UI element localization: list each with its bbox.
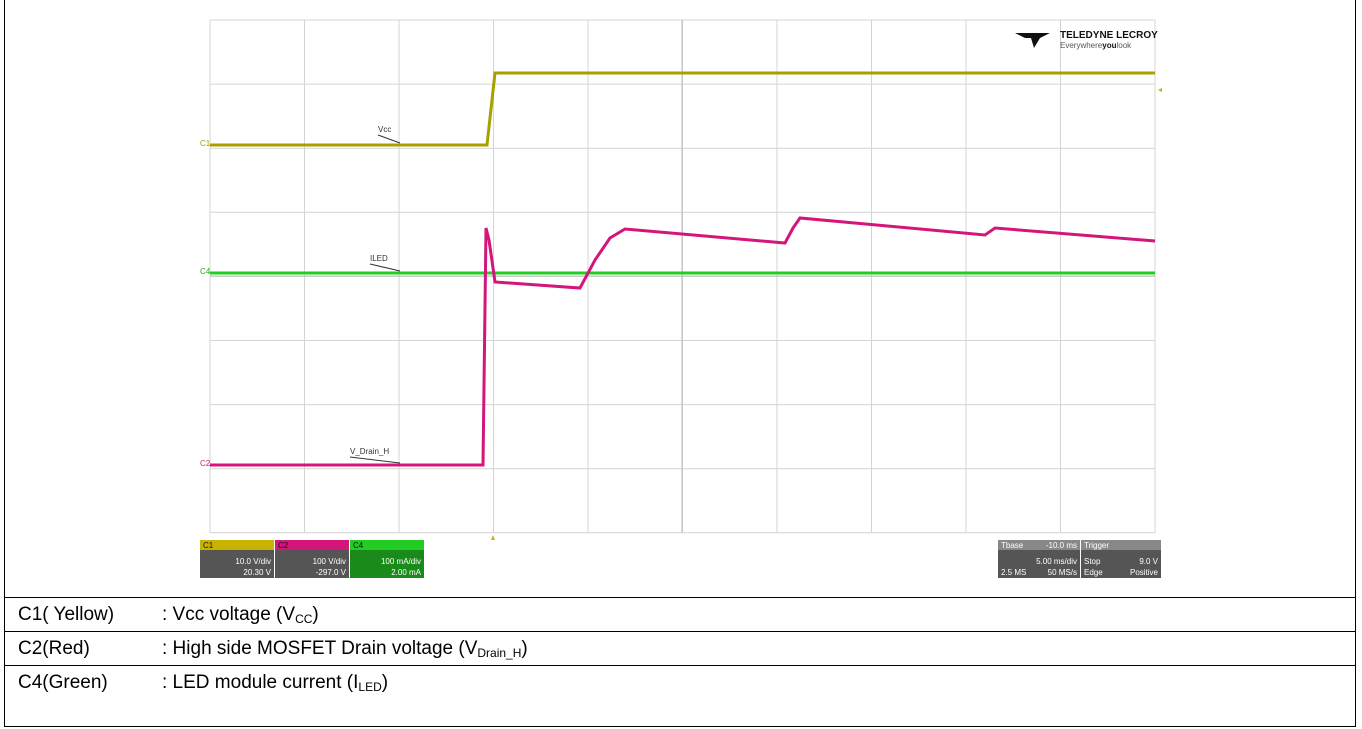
vcc-label: Vcc	[378, 125, 391, 134]
channel-badges: C1 10.0 V/div 20.30 V C2 100 V/div -297.0 V C4…	[200, 540, 424, 578]
channel-offset: 2.00 mA	[391, 568, 421, 577]
legend-description: : High side MOSFET Drain voltage (VDrain…	[162, 632, 528, 670]
iled-label: ILED	[370, 254, 388, 263]
channel-offset: -297.0 V	[316, 568, 347, 577]
c1-label: C1	[200, 139, 211, 148]
logo-mark	[1015, 33, 1050, 48]
trigger-level: 9.0 V	[1139, 557, 1158, 566]
vcc-pointer	[377, 134, 401, 144]
timebase-box: Tbase -10.0 ms 5.00 ms/div 2.5 MS 50 MS/…	[998, 540, 1080, 578]
legend-description: : Vcc voltage (VCC)	[162, 598, 319, 636]
tagline-post: look	[1116, 41, 1132, 50]
c4-label: C4	[200, 267, 211, 276]
channel-offset: 20.30 V	[243, 568, 271, 577]
trigger-mode: Stop	[1084, 557, 1101, 566]
legend-description: : LED module current (ILED)	[162, 666, 388, 704]
trace-c2	[210, 216, 1156, 467]
trigger-slope: Positive	[1130, 568, 1159, 577]
c2-label: C2	[200, 459, 211, 468]
vdrain-label: V_Drain_H	[350, 447, 389, 456]
channel-scale: 100 mA/div	[381, 557, 421, 566]
grid	[200, 12, 1163, 540]
legend-text: : High side MOSFET Drain voltage (V	[162, 638, 478, 659]
legend-subscript: LED	[358, 680, 382, 694]
channel-scale: 100 V/div	[313, 557, 346, 566]
trigger-box: Trigger Stop 9.0 V Edge Positive	[1081, 540, 1161, 578]
legend-subscript: CC	[295, 612, 313, 626]
timebase-samples: 2.5 MS	[1001, 568, 1026, 577]
logo: TELEDYNE LECROY Everywhereyoulook	[1015, 30, 1158, 50]
timebase-label: Tbase	[1001, 541, 1024, 550]
trigger-header	[1081, 540, 1161, 550]
timebase-header	[998, 540, 1080, 550]
tagline-bold: you	[1102, 41, 1116, 50]
iled-pointer	[369, 263, 401, 272]
trigger-label: Trigger	[1084, 541, 1109, 550]
legend-close: )	[312, 604, 319, 625]
tagline-pre: Everywhere	[1060, 41, 1103, 50]
channel-id: C1	[203, 541, 214, 550]
legend-row: C1( Yellow) : Vcc voltage (VCC)	[4, 597, 1356, 631]
logo-brand: TELEDYNE LECROY	[1060, 30, 1158, 41]
legend-text: : LED module current (I	[162, 672, 359, 693]
legend-row: C2(Red) : High side MOSFET Drain voltage …	[4, 631, 1356, 665]
channel-scale: 10.0 V/div	[235, 557, 271, 566]
legend-channel: C2(Red)	[18, 638, 90, 659]
legend-text: : Vcc voltage (V	[162, 604, 296, 625]
legend-subscript: Drain_H	[477, 646, 522, 660]
timebase-delay: -10.0 ms	[1046, 541, 1077, 550]
table-frame	[4, 0, 1356, 727]
channel-header	[275, 540, 349, 550]
channel-header	[200, 540, 274, 550]
legend-channel: C1( Yellow)	[18, 604, 115, 625]
vdrain-pointer	[349, 456, 401, 464]
legend-close: )	[381, 672, 389, 693]
trigger-type: Edge	[1084, 568, 1103, 577]
legend-close: )	[521, 638, 528, 659]
timebase-rate: 50 MS/s	[1048, 568, 1077, 577]
timebase-scale: 5.00 ms/div	[1036, 557, 1077, 566]
trace-c1	[210, 71, 1155, 147]
channel-id: C4	[353, 541, 364, 550]
legend-row: C4(Green) : LED module current (ILED)	[4, 665, 1356, 699]
scope-capture: C1 Vcc C4 ILED C2 V_Drain_H TELEDYNE LEC…	[200, 12, 1163, 578]
logo-tagline: Everywhereyoulook	[1060, 41, 1132, 50]
trigger-marker	[491, 535, 495, 540]
legend-channel: C4(Green)	[18, 672, 108, 693]
channel-id: C2	[278, 541, 289, 550]
level-marker	[1158, 88, 1162, 92]
channel-header	[350, 540, 424, 550]
